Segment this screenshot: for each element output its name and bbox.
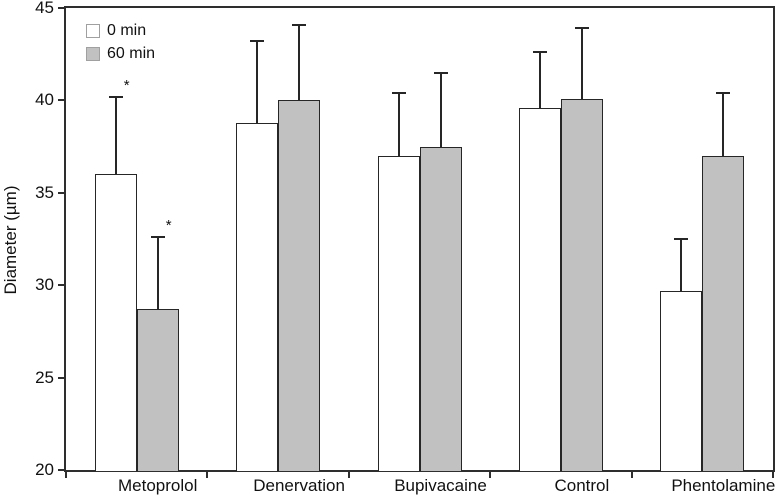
- x-axis-tick: [347, 472, 350, 478]
- error-bar-line: [439, 72, 442, 147]
- y-axis-tick: [58, 7, 64, 9]
- y-tick-label: 35: [35, 182, 54, 202]
- significance-marker: *: [123, 76, 130, 94]
- error-bar-cap: [391, 92, 406, 94]
- x-category-label: Denervation: [253, 476, 345, 495]
- y-axis-tick: [58, 191, 64, 194]
- y-tick-label: 45: [35, 0, 54, 17]
- error-bar-cap: [716, 92, 731, 94]
- y-axis-tick: [58, 469, 64, 471]
- significance-marker: *: [165, 217, 172, 235]
- error-bar-cap: [574, 27, 589, 30]
- x-category-label: Control: [554, 476, 610, 495]
- legend-label-0min: 0 min: [107, 21, 147, 39]
- x-axis-tick: [489, 472, 492, 478]
- bar-60min-metoprolol: [136, 309, 179, 471]
- x-axis-tick: [65, 472, 67, 478]
- bar-0min-denervation: [236, 122, 279, 471]
- y-axis-tick: [58, 376, 64, 379]
- y-tick-label: 30: [35, 275, 54, 295]
- y-tick-label: 25: [35, 367, 54, 387]
- error-bar-line: [156, 237, 159, 310]
- x-category-label: Phentolamine: [671, 476, 775, 495]
- legend-item-60min: 60 min: [86, 42, 155, 65]
- error-bar-line: [538, 52, 541, 108]
- legend: 0 min 60 min: [86, 19, 155, 65]
- bar-60min-phentolamine: [702, 155, 745, 471]
- y-tick-label: 20: [35, 460, 54, 479]
- y-tick-label: 40: [35, 90, 54, 110]
- error-bar-line: [397, 93, 400, 156]
- error-bar-line: [298, 24, 301, 101]
- legend-swatch-0min-icon: [86, 23, 100, 38]
- x-category-label: Bupivacaine: [394, 476, 487, 495]
- bar-60min-denervation: [278, 100, 321, 471]
- error-bar-cap: [150, 236, 165, 239]
- bar-0min-control: [518, 107, 561, 471]
- error-bar-cap: [292, 23, 307, 26]
- x-category-label: Metoprolol: [118, 476, 198, 495]
- error-bar-cap: [108, 95, 123, 98]
- error-bar-cap: [674, 238, 689, 240]
- error-bar-cap: [250, 40, 265, 43]
- bar-0min-phentolamine: [660, 290, 703, 471]
- legend-item-0min: 0 min: [86, 19, 155, 42]
- error-bar-line: [114, 96, 117, 175]
- x-axis-tick: [206, 472, 209, 478]
- x-axis-tick: [772, 472, 774, 478]
- plot-border: [64, 6, 775, 472]
- error-bar-line: [722, 93, 725, 156]
- bar-60min-control: [560, 98, 603, 471]
- y-axis-tick: [58, 99, 64, 102]
- error-bar-line: [680, 239, 683, 291]
- legend-label-60min: 60 min: [107, 44, 156, 62]
- error-bar-line: [580, 28, 583, 99]
- y-axis-tick: [58, 284, 64, 287]
- bar-0min-bupivacaine: [377, 155, 420, 471]
- legend-swatch-60min-icon: [86, 46, 100, 61]
- error-bar-cap: [433, 71, 448, 74]
- bar-0min-metoprolol: [94, 174, 137, 471]
- error-bar-cap: [532, 51, 547, 54]
- bar-60min-bupivacaine: [419, 146, 462, 471]
- x-axis-tick: [630, 472, 633, 478]
- error-bar-line: [256, 41, 259, 123]
